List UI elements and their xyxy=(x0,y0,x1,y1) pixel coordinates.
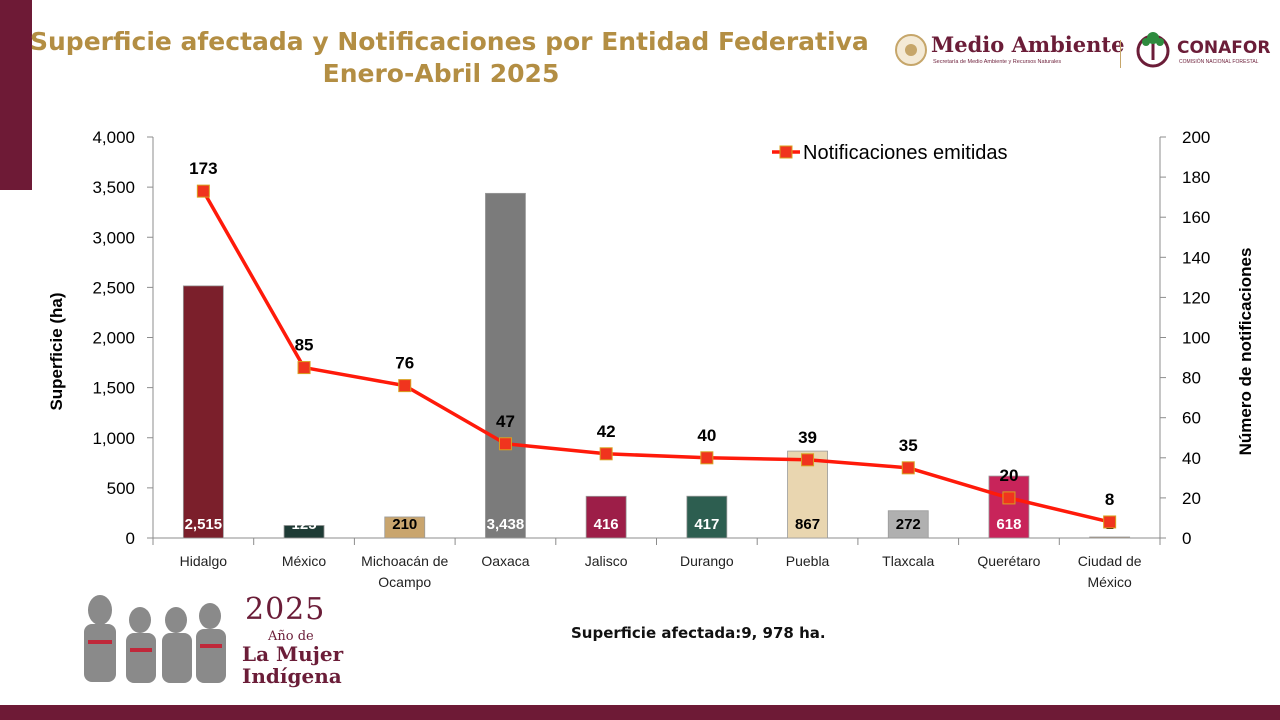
right-axis-tick-label: 180 xyxy=(1182,168,1210,187)
line-point-marker xyxy=(801,453,815,467)
right-axis-tick-label: 200 xyxy=(1182,128,1210,147)
category-label: Ocampo xyxy=(378,574,431,590)
line-point-label: 35 xyxy=(899,436,918,455)
line-point-label: 42 xyxy=(597,422,616,441)
category-label: Hidalgo xyxy=(180,553,228,569)
medio-ambiente-title: Medio Ambiente xyxy=(931,32,1125,57)
category-label: Querétaro xyxy=(977,553,1040,569)
left-axis-tick-label: 2,500 xyxy=(92,278,135,297)
line-point-marker xyxy=(196,184,210,198)
left-axis-tick-label: 3,000 xyxy=(92,228,135,247)
line-point-marker xyxy=(1103,515,1117,529)
side-accent-bar xyxy=(0,0,32,190)
category-label: Puebla xyxy=(786,553,830,569)
line-point-label: 173 xyxy=(189,159,217,178)
logo-divider xyxy=(1120,40,1121,68)
right-axis-tick-label: 60 xyxy=(1182,409,1201,428)
slide-title-line1: Superficie afectada y Notificaciones por… xyxy=(30,27,869,56)
category-label: Oaxaca xyxy=(481,553,529,569)
bar xyxy=(686,495,728,539)
bottom-accent-bar xyxy=(0,705,1280,720)
bar xyxy=(283,525,325,539)
total-area-note: Superficie afectada:9, 978 ha. xyxy=(571,624,826,642)
line-point-marker xyxy=(901,461,915,475)
slide-title: Superficie afectada y Notificaciones por… xyxy=(30,26,869,90)
left-axis-tick-label: 1,000 xyxy=(92,429,135,448)
bar xyxy=(988,475,1030,539)
line-point-marker xyxy=(498,437,512,451)
women-illustration-icon xyxy=(84,595,226,683)
medio-ambiente-subtitle: Secretaría de Medio Ambiente y Recursos … xyxy=(933,59,1062,65)
right-axis-title: Número de notificaciones xyxy=(1236,248,1255,456)
conafor-tree-icon xyxy=(1136,32,1170,68)
bar-value-label: 618 xyxy=(996,516,1021,533)
right-axis-tick-label: 0 xyxy=(1182,529,1191,548)
line-point-marker xyxy=(1002,491,1016,505)
bar-value-label: 125 xyxy=(292,516,317,533)
category-label: Michoacán de xyxy=(361,553,448,569)
bar-value-label: 417 xyxy=(694,516,719,533)
conafor-subtitle: COMISIÓN NACIONAL FORESTAL xyxy=(1179,59,1259,65)
category-label: México xyxy=(1087,574,1132,590)
bar xyxy=(887,510,929,539)
year-number: 2025 xyxy=(245,592,326,627)
year-subtitle: Año de xyxy=(268,629,314,644)
bar-value-label: 867 xyxy=(795,516,820,533)
slide-title-line2: Enero-Abril 2025 xyxy=(322,59,560,88)
right-axis-tick-label: 140 xyxy=(1182,248,1210,267)
bar xyxy=(1089,536,1131,539)
category-label: Ciudad de xyxy=(1078,553,1142,569)
line-point-label: 40 xyxy=(697,426,716,445)
bar-value-label: 272 xyxy=(896,516,921,533)
left-axis-tick-label: 3,500 xyxy=(92,178,135,197)
right-axis-tick-label: 120 xyxy=(1182,288,1210,307)
right-axis-tick-label: 20 xyxy=(1182,489,1201,508)
line-point-marker xyxy=(297,361,311,375)
left-axis-title: Superficie (ha) xyxy=(47,292,66,410)
bar-value-label: 416 xyxy=(594,516,619,533)
bar-value-label: 3,438 xyxy=(487,516,525,533)
legend-label: Notificaciones emitidas xyxy=(803,142,1008,164)
line-point-label: 8 xyxy=(1105,490,1114,509)
right-axis-tick-label: 40 xyxy=(1182,449,1201,468)
left-axis-tick-label: 500 xyxy=(107,479,135,498)
left-axis-tick-label: 2,000 xyxy=(92,329,135,348)
line-point-marker xyxy=(700,451,714,465)
year-line-mujer: La Mujer xyxy=(242,642,344,666)
line-point-label: 20 xyxy=(999,466,1018,485)
category-label: México xyxy=(282,553,327,569)
bar-value-label: 2,515 xyxy=(185,516,223,533)
line-point-label: 76 xyxy=(395,354,414,373)
line-point-label: 39 xyxy=(798,428,817,447)
bar-value-label: 210 xyxy=(392,516,417,533)
bar xyxy=(182,285,224,539)
line-point-label: 85 xyxy=(295,336,314,355)
left-axis-tick-label: 4,000 xyxy=(92,128,135,147)
year-line-indigena: Indígena xyxy=(242,664,342,688)
category-label: Tlaxcala xyxy=(882,553,934,569)
year-emblem: 2025 Año de La Mujer Indígena xyxy=(70,580,344,692)
left-axis-tick-label: 0 xyxy=(126,529,135,548)
right-axis-tick-label: 160 xyxy=(1182,208,1210,227)
bar xyxy=(485,192,526,539)
bar xyxy=(384,516,426,539)
line-point-label: 47 xyxy=(496,412,515,431)
line-point-marker xyxy=(398,379,412,393)
left-axis-tick-label: 1,500 xyxy=(92,379,135,398)
notifications-line xyxy=(201,190,1111,524)
line-point-marker xyxy=(599,447,613,461)
legend-marker-swatch xyxy=(779,145,793,159)
category-label: Jalisco xyxy=(585,553,628,569)
right-axis-tick-label: 80 xyxy=(1182,369,1201,388)
bar xyxy=(585,495,627,539)
chart-canvas: 0 500 1,000 1,500 2,000 2,500 3,000 3,500 4,000 0… xyxy=(47,128,1255,590)
national-seal-icon xyxy=(895,34,927,66)
right-axis-tick-label: 100 xyxy=(1182,329,1210,348)
conafor-title: CONAFOR xyxy=(1177,38,1271,58)
category-label: Durango xyxy=(680,553,734,569)
